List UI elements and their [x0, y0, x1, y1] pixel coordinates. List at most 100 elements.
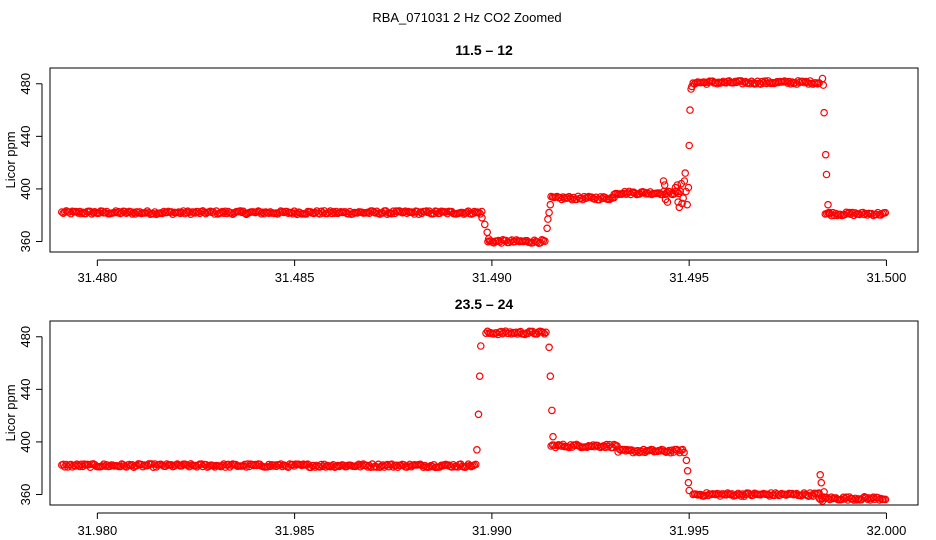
data-point	[816, 470, 825, 479]
data-point	[474, 208, 483, 217]
y-tick-label: 400	[18, 178, 33, 200]
x-tick-label: 31.485	[275, 270, 315, 285]
data-point	[660, 181, 669, 189]
data-point	[474, 410, 483, 419]
y-axis-label: Licor ppm	[3, 384, 18, 441]
data-point	[798, 77, 807, 86]
y-axis-label: Licor ppm	[3, 131, 18, 188]
data-point	[441, 460, 450, 469]
data-point	[674, 198, 682, 206]
chart-title: 23.5 – 24	[455, 296, 514, 312]
data-point	[815, 489, 823, 497]
data-point	[869, 493, 878, 502]
chart-title: 11.5 – 12	[455, 42, 513, 58]
data-point	[820, 108, 828, 117]
data-point	[659, 177, 668, 185]
plateau-segment	[614, 445, 688, 457]
data-series	[57, 327, 890, 505]
data-point	[819, 81, 828, 89]
x-axis: 31.480 31.485 31.490 31.495 31.500	[77, 259, 907, 285]
plot-frame	[49, 67, 919, 253]
y-tick-label: 440	[18, 378, 33, 400]
data-point	[686, 106, 694, 114]
data-point	[484, 235, 493, 243]
data-point	[475, 372, 484, 381]
plateau-segment	[821, 208, 890, 220]
plateau-segment	[482, 327, 550, 339]
x-tick-label: 31.495	[669, 270, 709, 285]
data-point	[681, 169, 690, 177]
data-point	[881, 208, 890, 217]
figure-title: RBA_071031 2 Hz CO2 Zoomed	[372, 10, 561, 25]
data-point	[817, 478, 826, 487]
data-point	[473, 445, 481, 454]
x-tick-label: 31.490	[472, 270, 512, 285]
data-point	[483, 228, 492, 237]
data-point	[688, 82, 696, 91]
data-point	[682, 456, 691, 465]
data-point	[822, 170, 831, 179]
x-tick-label: 31.990	[472, 523, 512, 538]
data-point	[545, 343, 553, 352]
data-point	[539, 328, 547, 337]
x-tick-label: 31.500	[867, 270, 907, 285]
y-tick-label: 360	[18, 484, 33, 506]
x-tick-label: 31.985	[275, 523, 315, 538]
data-point	[684, 478, 693, 487]
data-point	[685, 486, 694, 495]
plot-frame	[49, 320, 919, 506]
data-point	[546, 200, 555, 209]
data-point	[476, 342, 485, 350]
data-point	[548, 406, 556, 415]
y-axis: 360 400 440 480	[18, 326, 43, 506]
x-axis: 31.980 31.985 31.990 31.995 32.000	[77, 512, 907, 538]
plateau-segment	[547, 192, 618, 204]
data-point	[737, 492, 745, 500]
data-point	[818, 497, 827, 505]
y-tick-label: 480	[18, 326, 33, 348]
x-tick-label: 31.995	[669, 523, 709, 538]
data-point	[825, 208, 834, 217]
y-tick-label: 440	[18, 125, 33, 147]
data-point	[673, 181, 682, 189]
x-tick-label: 32.000	[867, 523, 907, 538]
data-point	[236, 207, 245, 215]
plateau-segment	[815, 492, 890, 504]
x-tick-label: 31.480	[77, 270, 117, 285]
data-point	[549, 432, 557, 441]
chart-panel-1: 11.5 – 12 Licor ppm 31.480 31.485 31.490 31…	[3, 42, 919, 285]
data-point	[881, 495, 890, 504]
data-point	[678, 199, 686, 208]
data-point	[821, 150, 830, 159]
plateau-segment	[547, 440, 621, 452]
plateau-segment	[689, 489, 823, 501]
data-point	[685, 141, 694, 150]
data-point	[478, 214, 486, 222]
data-point	[663, 198, 672, 206]
data-point	[679, 194, 688, 202]
plateau-segment	[57, 460, 480, 472]
data-point	[543, 224, 551, 233]
chart-panel-2: 23.5 – 24 Licor ppm 31.980 31.985 31.990 31…	[3, 296, 919, 538]
data-point	[471, 460, 480, 469]
data-point	[674, 189, 683, 198]
data-point	[824, 200, 832, 209]
y-tick-label: 360	[18, 231, 33, 253]
plateau-segment	[484, 236, 549, 248]
y-tick-label: 480	[18, 73, 33, 95]
y-tick-label: 400	[18, 431, 33, 453]
data-point	[680, 448, 688, 457]
data-point	[540, 329, 549, 338]
plateau-segment	[57, 207, 486, 219]
data-point	[541, 237, 549, 246]
data-point	[682, 187, 690, 196]
data-point	[820, 488, 828, 496]
data-point	[546, 372, 555, 381]
y-axis: 360 400 440 480	[18, 73, 43, 253]
data-point	[680, 177, 689, 185]
plateau-segment	[689, 77, 823, 88]
data-point	[545, 208, 553, 217]
x-tick-label: 31.980	[77, 523, 117, 538]
data-point	[544, 215, 552, 223]
